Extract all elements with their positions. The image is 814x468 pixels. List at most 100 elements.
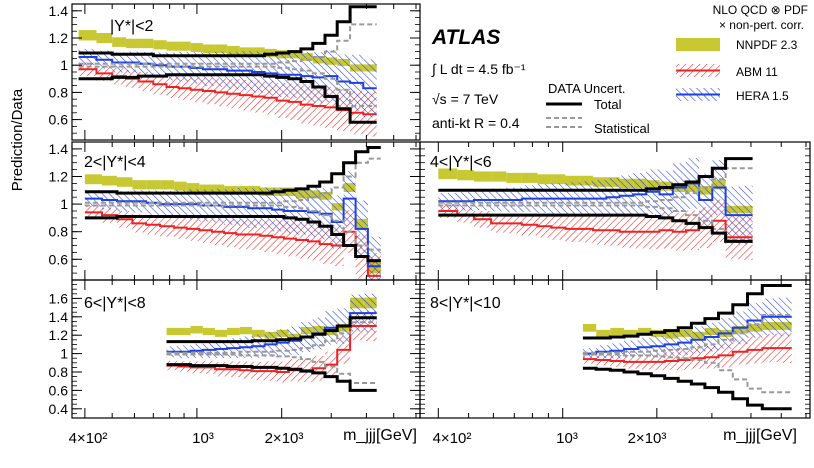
nnpdf-band-bin — [473, 171, 492, 182]
y-axis-label: Prediction/Data — [9, 88, 26, 191]
total-uncert-down — [84, 215, 381, 263]
total-uncert-down — [78, 73, 377, 124]
panel-y-6-8: 0.4 0.6 0.8 1 1.2 1.4 1.6 — [49, 279, 421, 419]
nnpdf-band-bin — [153, 40, 167, 50]
y-tick-label: 1.2 — [49, 30, 69, 46]
nnpdf-band-bin — [215, 329, 228, 337]
legend-hera-label: HERA 1.5 — [736, 89, 789, 103]
total-uncert-up — [582, 284, 792, 340]
total-uncert-down — [166, 363, 377, 392]
nnpdf-band-bin — [166, 327, 179, 336]
panel-y-2-4: 0.6 0.8 1 1.2 1.4 — [49, 141, 421, 281]
nnpdf-band-bin — [112, 37, 127, 47]
nnpdf-band-bin — [252, 329, 265, 337]
nnpdf-band-bin — [506, 172, 522, 183]
legend-nnpdf-swatch — [676, 38, 720, 51]
y-tick-label: 0.8 — [49, 224, 69, 240]
nnpdf-band-bin — [582, 323, 597, 332]
nnpdf-band-bin — [190, 43, 203, 52]
nnpdf-band-bin — [623, 329, 638, 337]
nnpdf-band-bin — [491, 171, 507, 182]
y-tick-label: 1.4 — [49, 141, 69, 157]
panel-label-2: 4<|Y*|<6 — [430, 154, 492, 171]
nnpdf-band-bin — [537, 174, 552, 185]
nnpdf-band-bin — [457, 169, 474, 181]
total-uncert-up — [166, 316, 377, 344]
stat-uncert-up — [78, 23, 377, 65]
nnpdf-band-bin — [227, 45, 240, 55]
nnpdf-band-bin — [596, 329, 611, 337]
stat-uncert-down — [582, 353, 792, 394]
y-tick-label: 1 — [60, 57, 68, 73]
stat-uncert-up — [438, 167, 753, 204]
legend-abm-label: ABM 11 — [736, 65, 778, 79]
hera-central-line — [84, 197, 381, 268]
nnpdf-band-bin — [579, 175, 594, 186]
panel-label-3: 6<|Y*|<8 — [84, 295, 146, 312]
nnpdf-band-bin — [521, 172, 538, 183]
plot-area — [582, 284, 792, 411]
panel-label-4: 8<|Y*|<10 — [430, 295, 501, 312]
total-uncert-up — [438, 157, 753, 192]
panel-label-0: |Y*|<2 — [110, 18, 154, 35]
energy-label: √s = 7 TeV — [432, 91, 499, 107]
y-tick-label: 0.6 — [49, 112, 69, 128]
legend-nnpdf-label: NNPDF 2.3 — [736, 38, 798, 52]
y-tick-label: 0.8 — [49, 364, 69, 380]
nnpdf-band-bin — [132, 180, 147, 190]
stat-uncert-down — [78, 65, 377, 107]
luminosity-label: ∫ L dt = 4.5 fb⁻¹ — [431, 61, 526, 77]
total-uncert-up — [78, 5, 377, 58]
stat-uncert-down — [84, 204, 381, 251]
hera-central-line — [438, 182, 753, 217]
stat-uncert-down — [438, 204, 753, 241]
x-tick-label-right-400: 4×10² — [433, 430, 472, 447]
nnpdf-band-bin — [96, 32, 113, 44]
panel-y-4-6 — [419, 141, 811, 281]
total-uncert-up — [84, 146, 381, 195]
abm-central-line — [84, 211, 381, 277]
plot-area — [84, 146, 381, 280]
x-axis-label-right: m_jjj[GeV] — [723, 427, 797, 444]
y-tick-label: 0.4 — [49, 401, 69, 417]
experiment-label: ATLAS — [431, 26, 500, 49]
nnpdf-band-bin — [227, 327, 240, 336]
plot-area — [438, 157, 753, 260]
nnpdf-band-bin — [84, 174, 102, 185]
hera-central-line — [582, 315, 792, 355]
stat-uncert-down — [166, 353, 377, 384]
plot-area — [166, 293, 377, 392]
nnpdf-band-bin — [565, 175, 580, 186]
nnpdf-band-bin — [199, 184, 212, 194]
y-tick-label: 1.6 — [49, 290, 69, 306]
y-tick-label: 1.2 — [49, 327, 69, 343]
panel-y-lt-2: 0.6 0.8 1 1.2 1.4 — [49, 3, 421, 141]
jet-algorithm-label: anti-kt R = 0.4 — [432, 115, 520, 131]
nnpdf-band-bin — [190, 325, 203, 334]
hera-central-line — [166, 312, 377, 353]
y-tick-label: 0.8 — [49, 84, 69, 100]
y-tick-label: 1 — [60, 346, 68, 362]
nnpdf-band-bin — [438, 168, 458, 180]
nnpdf-band-bin — [202, 44, 216, 54]
x-tick-label-left-2000: 2×10³ — [265, 430, 304, 447]
nnpdf-band-bin — [178, 327, 191, 336]
y-tick-label: 0.6 — [49, 382, 69, 398]
nnpdf-band-bin — [138, 38, 154, 49]
nnpdf-band-bin — [202, 327, 216, 336]
nnpdf-band-bin — [146, 180, 161, 190]
nnpdf-band-bin — [178, 41, 191, 51]
y-tick-label: 1 — [60, 196, 68, 212]
panel-y-8-10 — [419, 279, 811, 419]
x-tick-label-right-1000: 10³ — [556, 430, 578, 447]
x-tick-label-left-1000: 10³ — [192, 430, 214, 447]
nnpdf-band-bin — [215, 44, 228, 54]
stat-uncert-up — [166, 321, 377, 354]
legend-stat-label: Statistical — [594, 121, 650, 136]
y-tick-label: 0.6 — [49, 251, 69, 267]
legend-header-2: × non-pert. corr. — [719, 18, 804, 32]
y-tick-label: 1.2 — [49, 169, 69, 185]
nnpdf-band-bin — [186, 183, 200, 192]
nnpdf-band-bin — [637, 327, 652, 336]
